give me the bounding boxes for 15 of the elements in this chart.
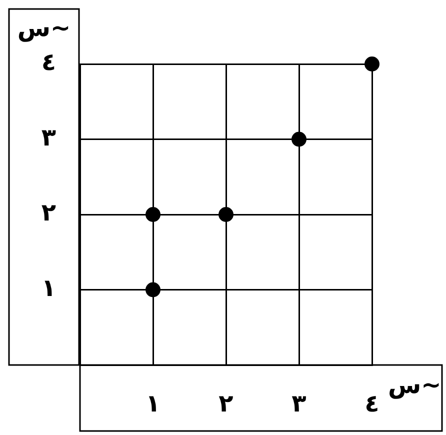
x-tick-label: ٢ (218, 390, 234, 418)
y-tick-label: ١ (41, 274, 56, 302)
x-tick-label: ٤ (364, 390, 380, 418)
point (364, 56, 380, 72)
point (146, 207, 160, 222)
y-axis-title: س~ (17, 14, 71, 42)
y-tick-label: ٤ (41, 48, 56, 76)
point (146, 282, 160, 298)
point (292, 132, 306, 147)
x-axis-title: س~ (388, 371, 442, 400)
point (218, 207, 234, 222)
x-tick-label: ٣ (292, 390, 307, 418)
y-tick-label: ٢ (41, 198, 56, 227)
y-tick-label: ٣ (41, 123, 56, 152)
x-tick-label: ١ (146, 390, 160, 418)
